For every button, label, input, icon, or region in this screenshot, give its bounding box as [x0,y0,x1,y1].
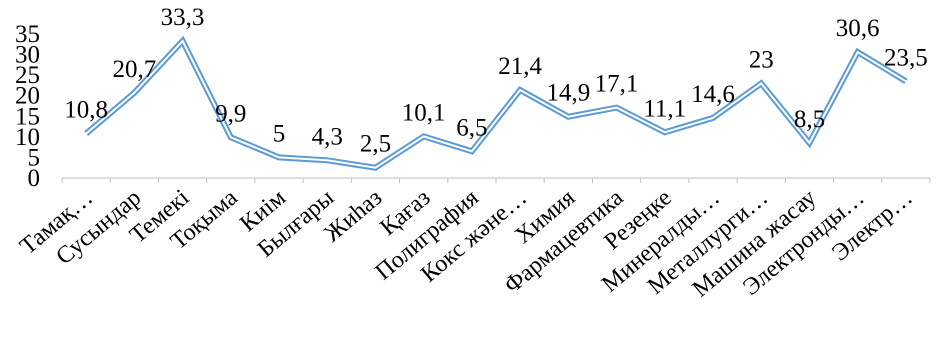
category-labels: Тамақ…СусындарТемекіТоқымаКиімБылғарыЖиһ… [15,184,917,302]
data-label: 23,5 [884,44,928,71]
y-tick-label: 30 [15,42,40,69]
data-labels: 10,820,733,3 9,9 5 4,3 2,5 10,1 6,5 21,414,9 17,… [64,4,928,158]
data-label: 20,7 [112,56,156,83]
data-label: 11,1 [643,95,686,122]
data-label: 14,6 [691,81,735,108]
y-tick-label: 35 [15,21,40,48]
y-tick-label: 20 [15,83,40,110]
series-line [84,35,908,171]
data-label: 2,5 [360,131,391,158]
data-label: 14,9 [546,80,590,107]
data-label: 21,4 [498,53,542,80]
y-tick-label: 10 [15,124,40,151]
data-label: 6,5 [456,114,487,141]
data-label: 33,3 [161,4,205,31]
y-tick-label: 0 [28,165,41,192]
y-tick-label: 15 [15,103,40,130]
y-tick-label: 25 [15,62,40,89]
data-label: 23 [749,46,774,73]
series-line-inner [85,39,907,169]
data-label: 5 [273,120,286,147]
y-tick-label: 5 [28,144,41,171]
data-label: 9,9 [215,100,246,127]
data-label: 4,3 [312,123,343,150]
data-label: 8,5 [794,106,825,133]
data-label: 10,1 [402,99,446,126]
data-label: 10,8 [64,97,108,124]
series-line-outer [84,35,908,171]
data-label: 17,1 [595,71,639,98]
data-label: 30,6 [836,15,880,42]
